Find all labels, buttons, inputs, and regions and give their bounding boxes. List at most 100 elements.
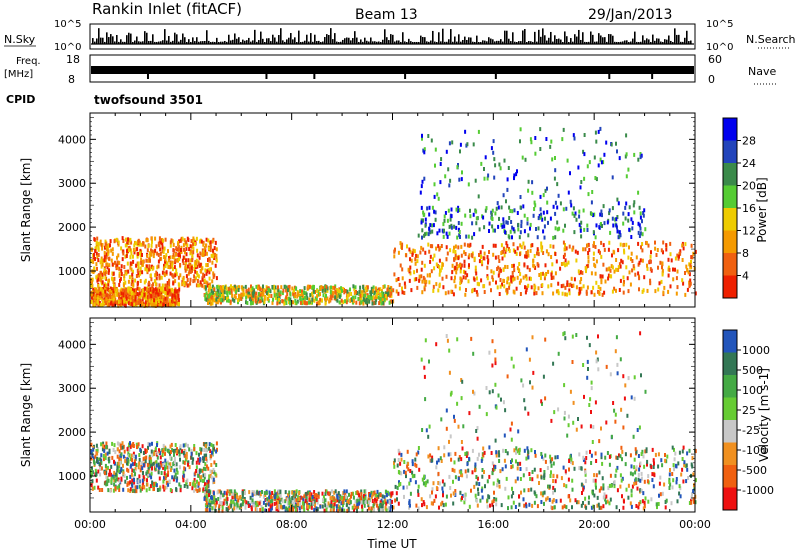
data-point (385, 291, 388, 296)
data-point (297, 291, 300, 296)
data-point (166, 291, 169, 296)
nsky-bar (448, 39, 450, 44)
data-point (269, 499, 272, 504)
data-point (638, 234, 641, 238)
data-point (342, 503, 344, 508)
data-point (427, 242, 430, 247)
data-point (150, 236, 153, 241)
data-point (336, 495, 339, 500)
nsky-bar (596, 41, 598, 44)
data-point (647, 243, 650, 248)
data-point (341, 288, 343, 293)
data-point (598, 290, 601, 295)
data-point (175, 298, 178, 303)
data-point (662, 290, 665, 295)
data-point (270, 495, 272, 499)
nsky-bar (122, 41, 124, 44)
data-point (203, 496, 206, 501)
data-point (189, 244, 192, 249)
data-point (215, 449, 218, 454)
data-point (206, 503, 209, 508)
data-point (126, 249, 128, 254)
nsky-bar (206, 30, 208, 44)
data-point (112, 271, 115, 276)
data-point (459, 235, 461, 239)
data-point (625, 174, 628, 179)
data-point (193, 477, 196, 482)
data-point (156, 451, 159, 456)
station-title: Rankin Inlet (fitACF) (92, 0, 242, 18)
nsky-bar (354, 31, 356, 44)
data-point (210, 454, 213, 459)
data-point (185, 252, 188, 257)
data-point (420, 245, 423, 250)
data-point (343, 490, 346, 495)
data-point (167, 258, 170, 263)
data-point (137, 251, 139, 256)
data-point (319, 297, 322, 302)
data-point (256, 490, 259, 495)
data-point (506, 265, 509, 269)
data-point (137, 273, 140, 278)
data-point (214, 240, 217, 245)
data-point (248, 297, 251, 301)
data-point (199, 280, 202, 285)
data-point (506, 220, 509, 225)
data-point (104, 242, 107, 247)
data-point (203, 252, 206, 257)
data-point (448, 474, 451, 479)
data-point (622, 505, 625, 510)
nsky-bar (508, 38, 510, 44)
data-point (138, 453, 141, 457)
data-point (238, 495, 241, 500)
data-point (454, 275, 456, 280)
data-point (625, 242, 628, 247)
data-point (554, 211, 557, 216)
data-point (112, 290, 115, 295)
data-point (101, 246, 104, 251)
data-point (135, 288, 137, 293)
data-point (204, 296, 207, 301)
nsky-bar (100, 37, 102, 44)
data-point (556, 182, 559, 187)
nsky-bar (528, 40, 530, 44)
data-point (188, 269, 191, 274)
data-point (203, 485, 206, 489)
data-point (550, 276, 553, 280)
data-point (257, 491, 260, 496)
data-point (392, 505, 395, 510)
nsky-bar (606, 41, 608, 44)
data-point (185, 442, 188, 447)
data-point (592, 285, 595, 290)
data-point (424, 483, 427, 488)
data-point (237, 298, 239, 303)
data-point (398, 451, 401, 456)
data-point (359, 285, 362, 290)
data-point (437, 288, 440, 293)
data-point (637, 241, 640, 246)
data-point (607, 276, 610, 281)
data-point (190, 455, 193, 460)
data-point (400, 457, 403, 462)
data-point (633, 266, 636, 271)
data-point (346, 289, 349, 294)
data-point (261, 293, 264, 298)
data-point (353, 291, 356, 295)
nsky-bar (312, 41, 314, 44)
data-point (108, 302, 111, 307)
data-point (522, 204, 525, 209)
nsky-bar (216, 37, 218, 44)
data-point (592, 243, 595, 248)
data-point (568, 283, 571, 288)
data-point (130, 251, 133, 256)
data-point (196, 489, 199, 493)
data-point (453, 257, 456, 262)
nsky-bar (550, 31, 552, 44)
data-point (225, 499, 228, 504)
data-point (611, 253, 613, 258)
data-point (188, 465, 191, 470)
data-point (438, 282, 441, 287)
data-point (571, 487, 574, 492)
nsky-bar (646, 38, 648, 44)
data-point (125, 294, 128, 299)
